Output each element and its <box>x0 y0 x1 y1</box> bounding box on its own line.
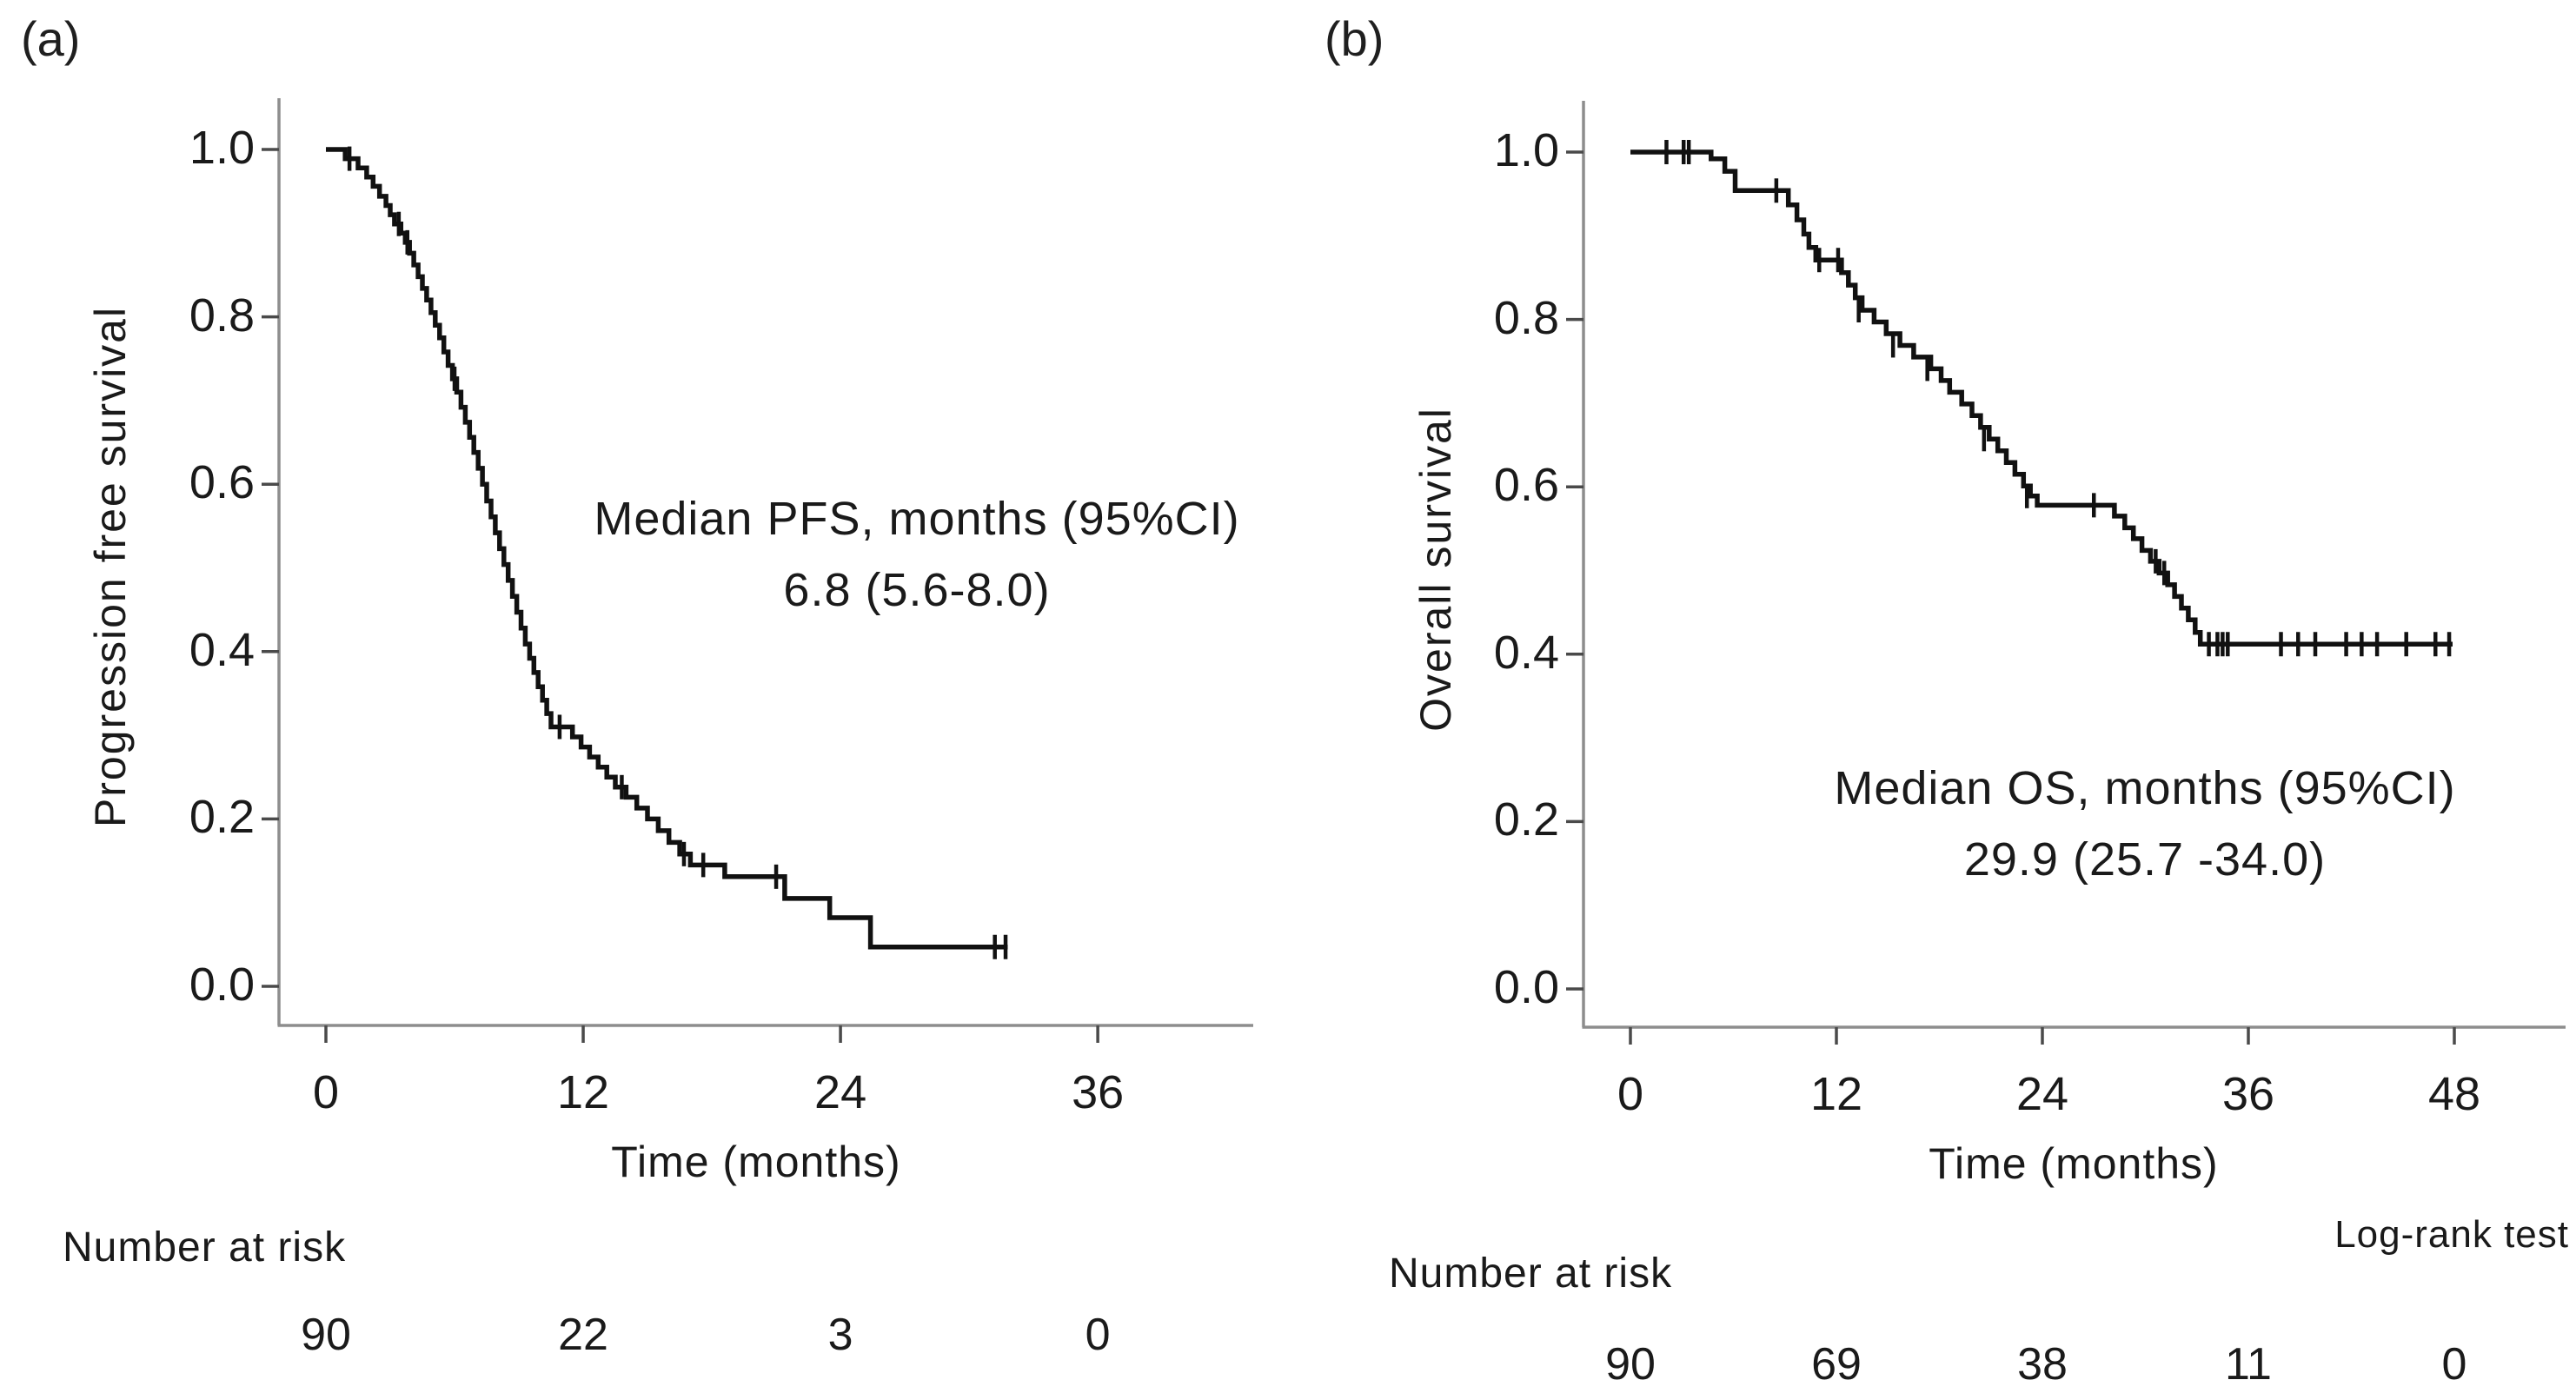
panel-a-risk-value: 90 <box>301 1310 351 1360</box>
panel-a-median-annotation: Median PFS, months (95%CI) 6.8 (5.6-8.0) <box>395 483 1438 626</box>
panel-a-median-annotation-line1: Median PFS, months (95%CI) <box>594 493 1240 545</box>
panel-a-risk-value: 22 <box>558 1310 608 1360</box>
panel-b-y-tick-label: 0.0 <box>1493 961 1559 1013</box>
panel-a-x-tick-label: 36 <box>1072 1066 1125 1118</box>
panel-b-risk-value: 0 <box>2441 1339 2467 1380</box>
panel-b-risk-value: 90 <box>1605 1339 1656 1380</box>
panel-b-number-at-risk-label: Number at risk <box>1389 1251 1673 1297</box>
panel-b-y-axis-title: Overall survival <box>1411 407 1460 732</box>
log-rank-test-note: Log-rank test <box>2334 1213 2569 1256</box>
panel-b-risk-value: 38 <box>2017 1339 2068 1380</box>
panel-a-y-tick-label: 1.0 <box>189 122 255 174</box>
panel-b-median-annotation-line2: 29.9 (25.7 -34.0) <box>1963 833 2327 886</box>
panel-a-x-axis-title: Time (months) <box>611 1138 901 1186</box>
panel-a-median-annotation-line2: 6.8 (5.6-8.0) <box>783 564 1051 616</box>
panel-b-x-axis-title: Time (months) <box>1929 1139 2219 1188</box>
panel-b-y-tick-label: 1.0 <box>1493 124 1559 176</box>
panel-b-x-tick-label: 36 <box>2221 1068 2275 1120</box>
panel-b-risk-value: 11 <box>2225 1339 2272 1380</box>
panel-a-number-at-risk-label: Number at risk <box>63 1224 347 1271</box>
panel-a-x-tick-label: 0 <box>312 1066 340 1118</box>
panel-a-y-tick-label: 0.6 <box>189 456 255 509</box>
panel-b-letter: (b) <box>1325 11 1384 66</box>
panel-a-y-tick-label: 0.2 <box>189 791 255 844</box>
panel-b-x-tick-label: 0 <box>1617 1068 1644 1120</box>
panel-a-y-tick-label: 0.4 <box>189 623 255 676</box>
panel-b-x-tick-label: 24 <box>2015 1068 2069 1120</box>
panel-b-y-tick-label: 0.6 <box>1493 459 1559 512</box>
panel-b-x-tick-label: 48 <box>2427 1068 2481 1120</box>
panel-b-km-curve <box>1630 149 2453 647</box>
panel-a-y-tick-label: 0.8 <box>189 289 255 342</box>
panel-b-median-annotation-line1: Median OS, months (95%CI) <box>1834 762 2456 814</box>
panel-b-x-tick-label: 12 <box>1809 1068 1863 1120</box>
panel-a-risk-value: 3 <box>827 1310 853 1360</box>
panel-a-letter: (a) <box>21 11 81 66</box>
panel-b-y-tick-label: 0.2 <box>1493 793 1559 846</box>
panel-a-y-tick-label: 0.0 <box>189 959 255 1011</box>
panel-b-risk-value: 69 <box>1811 1339 1862 1380</box>
panel-b-median-annotation: Median OS, months (95%CI) 29.9 (25.7 -34… <box>1623 753 2576 895</box>
panel-a-y-axis-title: Progression free survival <box>86 305 135 828</box>
panel-a-x-tick-label: 12 <box>556 1066 610 1118</box>
panel-b-y-tick-label: 0.4 <box>1493 626 1559 679</box>
panel-a-risk-value: 0 <box>1085 1310 1111 1360</box>
panel-b-y-tick-label: 0.8 <box>1493 291 1559 344</box>
panel-a-x-tick-label: 24 <box>814 1066 867 1118</box>
